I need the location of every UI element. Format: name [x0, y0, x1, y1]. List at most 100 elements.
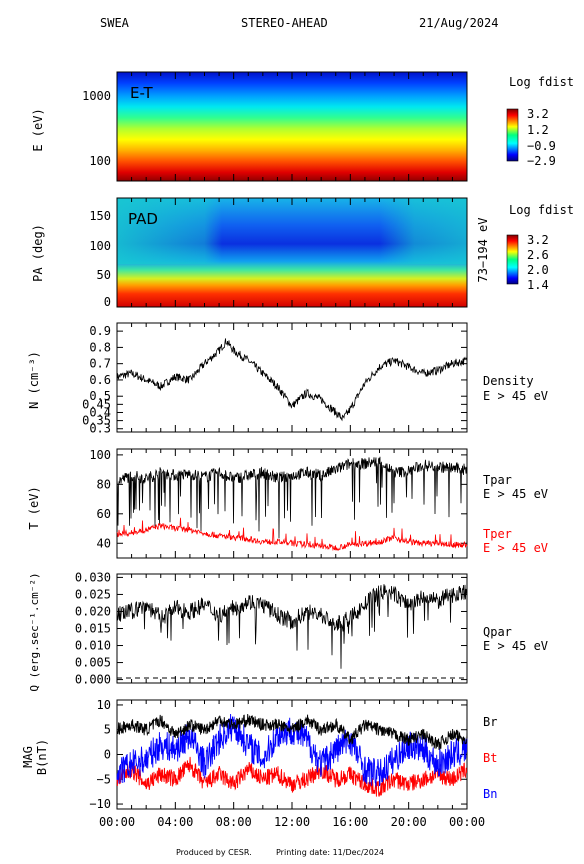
- density-panel: 0.9 0.8 0.7 0.6 0.50.450.40.350.3 N (cm⁻³) D…: [27, 322, 548, 436]
- tper-legend-sub: E > 45 eV: [483, 541, 548, 555]
- pad-cbar-tick-2: 2.0: [527, 263, 549, 277]
- footer-produced: Produced by CESR.: [176, 848, 252, 857]
- tpar-line: [116, 456, 468, 539]
- time-axis: 00:00 04:00 08:00 12:00 16:00 20:00 00:00: [99, 72, 485, 829]
- pad-cbar-tick-3: 1.4: [527, 278, 549, 292]
- pad-energy-label: 73−194 eV: [476, 217, 490, 282]
- et-colorbar: [506, 108, 519, 162]
- et-panel-label: E-T: [130, 84, 154, 102]
- et-panel: E-T 1000 100 E (eV) Log fdist 3.2 1.2 −0…: [31, 71, 574, 182]
- tpar-legend-name: Tpar: [483, 473, 512, 487]
- time-tick-label: 16:00: [332, 815, 368, 829]
- density-ytick-tick-label: 0.5: [89, 389, 111, 403]
- date-label: 21/Aug/2024: [419, 16, 498, 30]
- et-ytick-100: 100: [89, 154, 111, 168]
- instrument-label: SWEA: [100, 16, 130, 30]
- et-cbar-tick-3: −2.9: [527, 154, 556, 168]
- mag-ylabel-units: B(nT): [35, 739, 49, 775]
- qpar-legend-sub: E > 45 eV: [483, 639, 548, 653]
- temperature-series: [116, 456, 468, 552]
- tper-legend-name: Tper: [483, 527, 512, 541]
- density-frame: [116, 322, 468, 433]
- heatflux-panel: 0.030 0.025 0.020 0.015 0.010 0.005 0.000 Q (e…: [28, 570, 548, 691]
- bn-legend: Bn: [483, 787, 497, 801]
- pad-panel: PAD 150 100 50 0 PA (deg) 73−194 eV Log …: [31, 197, 574, 309]
- pad-cbar-tick-1: 2.6: [527, 248, 549, 262]
- density-ytick-tick-label: 0.45: [82, 397, 111, 411]
- pad-cbar-title: Log fdist: [509, 203, 574, 217]
- heatflux-series: [116, 584, 468, 669]
- heatflux-ytick-tick-label: 0.025: [75, 587, 111, 601]
- temperature-ytick-tick-label: 40: [97, 536, 111, 550]
- mag-ytick-tick-label: −10: [89, 797, 111, 811]
- time-tick-label: 00:00: [449, 815, 485, 829]
- temperature-ytick-tick-label: 100: [89, 448, 111, 462]
- pad-cbar-tick-0: 3.2: [527, 233, 549, 247]
- pad-heatmap-overlay: [117, 198, 467, 264]
- time-tick-label: 00:00: [99, 815, 135, 829]
- mag-ytick-tick-label: 10: [97, 698, 111, 712]
- et-ytick-1000: 1000: [82, 89, 111, 103]
- tpar-legend-sub: E > 45 eV: [483, 487, 548, 501]
- spacecraft-label: STEREO-AHEAD: [241, 16, 328, 30]
- temperature-ytick-tick-label: 60: [97, 507, 111, 521]
- br-line: [116, 713, 468, 750]
- density-ytick-tick-label: 0.35: [82, 414, 111, 428]
- qpar-line: [116, 584, 468, 669]
- et-cbar-tick-0: 3.2: [527, 107, 549, 121]
- et-heatmap: [117, 72, 467, 181]
- et-cbar-tick-1: 1.2: [527, 123, 549, 137]
- bt-legend: Bt: [483, 751, 497, 765]
- tper-line: [116, 517, 468, 552]
- time-tick-label: 12:00: [274, 815, 310, 829]
- et-cbar-tick-2: −0.9: [527, 139, 556, 153]
- density-ytick-tick-label: 0.8: [89, 340, 111, 354]
- density-ytick-tick-label: 0.4: [89, 405, 111, 419]
- mag-ytick-tick-label: 5: [104, 723, 111, 737]
- temperature-panel: 100 80 60 40 T (eV) Tpar E > 45 eV Tper E >…: [27, 448, 548, 559]
- density-line: [116, 338, 468, 422]
- heatflux-ylabel: Q (erg.sec⁻¹.cm⁻²): [28, 572, 41, 691]
- mag-ytick-tick-label: −5: [97, 772, 111, 786]
- density-y-ticks: 0.9 0.8 0.7 0.6 0.50.450.40.350.3: [82, 324, 467, 436]
- time-tick-label: 04:00: [157, 815, 193, 829]
- et-cbar-title: Log fdist: [509, 75, 574, 89]
- density-ylabel: N (cm⁻³): [27, 351, 41, 409]
- heatflux-ytick-tick-label: 0.005: [75, 656, 111, 670]
- pad-panel-label: PAD: [128, 210, 158, 228]
- et-ylabel: E (eV): [31, 108, 45, 151]
- temperature-y-ticks: 100 80 60 40: [89, 448, 467, 550]
- br-legend: Br: [483, 715, 497, 729]
- mag-y-ticks: 10 5 0 −5 −10: [89, 698, 467, 811]
- pad-ytick-150: 150: [89, 209, 111, 223]
- pad-ytick-100: 100: [89, 239, 111, 253]
- temperature-ylabel: T (eV): [27, 486, 41, 529]
- pad-colorbar: [506, 234, 519, 285]
- density-ytick-tick-label: 0.9: [89, 324, 111, 338]
- time-tick-label: 08:00: [216, 815, 252, 829]
- density-ytick-tick-label: 0.6: [89, 373, 111, 387]
- pad-ylabel: PA (deg): [31, 224, 45, 282]
- mag-ylabel: MAG: [21, 746, 35, 768]
- density-legend-sub: E > 45 eV: [483, 389, 548, 403]
- bt-line: [116, 756, 468, 797]
- time-tick-label: 20:00: [391, 815, 427, 829]
- heatflux-ytick-tick-label: 0.010: [75, 639, 111, 653]
- mag-ytick-tick-label: 0: [104, 748, 111, 762]
- footer-printing-date: Printing date: 11/Dec/2024: [276, 848, 384, 857]
- heatflux-ytick-tick-label: 0.000: [75, 673, 111, 687]
- density-ytick-tick-label: 0.3: [89, 422, 111, 436]
- qpar-legend-name: Qpar: [483, 625, 512, 639]
- pad-ytick-0: 0: [104, 295, 111, 309]
- heatflux-y-ticks: 0.030 0.025 0.020 0.015 0.010 0.005 0.000: [75, 570, 467, 687]
- pad-ytick-50: 50: [97, 268, 111, 282]
- temperature-ytick-tick-label: 80: [97, 477, 111, 491]
- density-series: [116, 338, 468, 422]
- heatflux-ytick-tick-label: 0.020: [75, 604, 111, 618]
- heatflux-ytick-tick-label: 0.015: [75, 622, 111, 636]
- mag-series: [116, 713, 468, 797]
- heatflux-ytick-tick-label: 0.030: [75, 570, 111, 584]
- density-ytick-tick-label: 0.7: [89, 357, 111, 371]
